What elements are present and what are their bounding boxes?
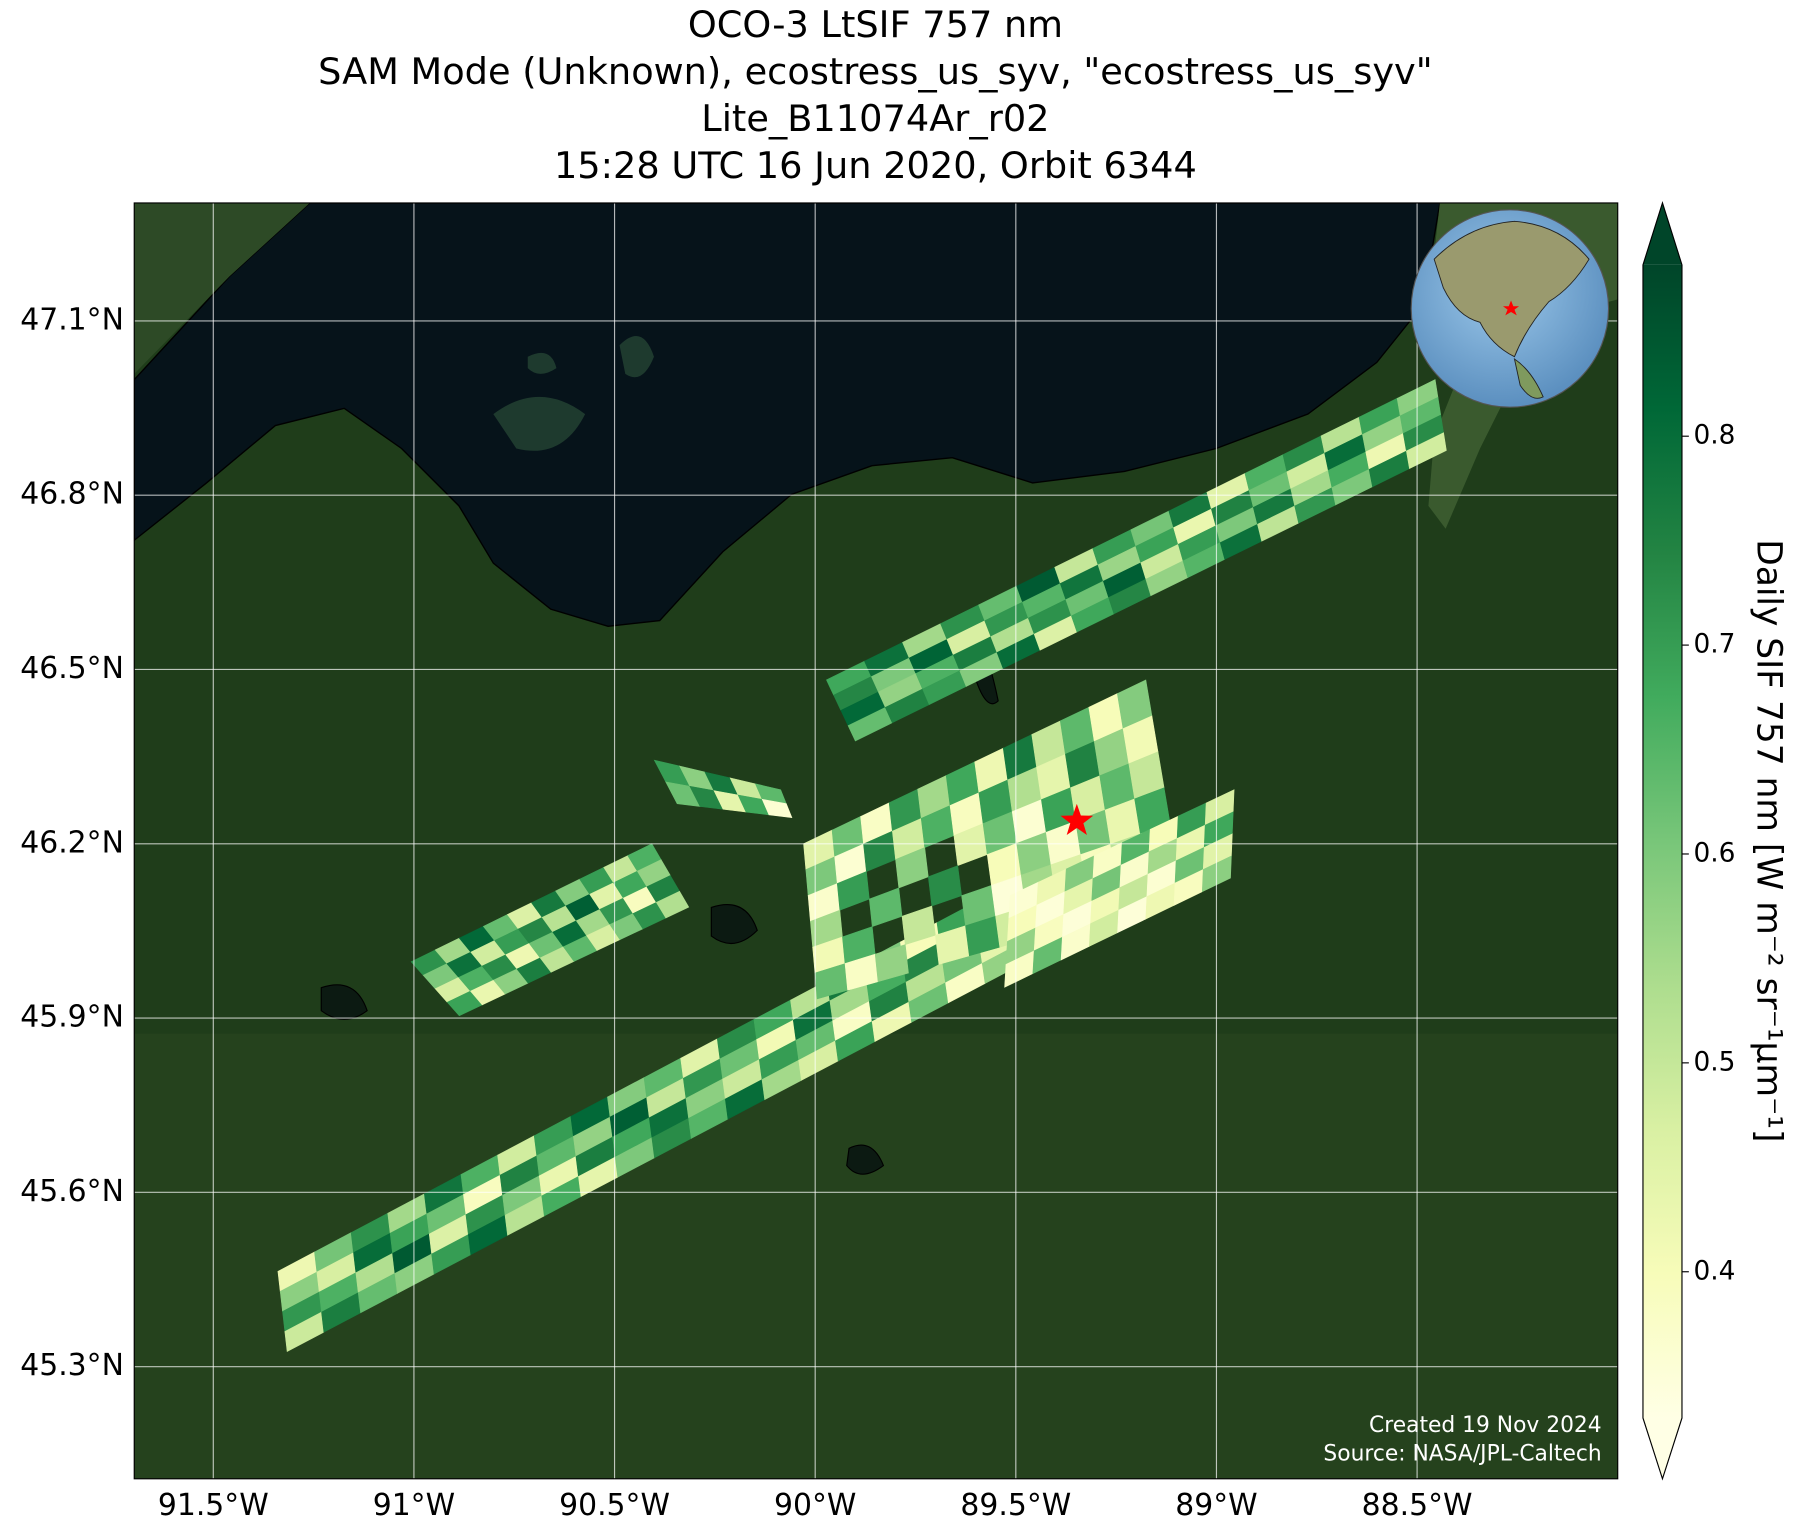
sif-cell [761, 798, 793, 818]
site-marker [1060, 803, 1094, 836]
x-tick-label: 90°W [774, 1488, 856, 1523]
credit: Created 19 Nov 2024 [1369, 1413, 1602, 1438]
y-tick-label: 46.8°N [20, 477, 124, 512]
y-tick-label: 45.6°N [20, 1174, 124, 1209]
colorbar-frame [1642, 201, 1683, 1481]
globe-star [1502, 300, 1520, 316]
colorbar-tick-label: 0.8 [1693, 421, 1735, 451]
colorbar-tick-label: 0.6 [1693, 838, 1735, 868]
globe-land [1433, 220, 1590, 358]
credit: Source: NASA/JPL-Caltech [1323, 1442, 1601, 1467]
sif-cell [874, 944, 909, 983]
colorbar: 0.4 0.5 0.6 0.7 0.8 [1642, 201, 1735, 1481]
sif-cell [655, 890, 690, 919]
colorbar-tick-label: 0.7 [1693, 630, 1735, 660]
map-frame [133, 202, 1619, 1480]
colorbar-tick-label: 0.5 [1693, 1047, 1735, 1077]
chart-title: SAM Mode (Unknown), ecostress_us_syv, "e… [318, 50, 1433, 93]
chart-title: 15:28 UTC 16 Jun 2020, Orbit 6344 [554, 144, 1197, 187]
y-tick-label: 46.2°N [20, 825, 124, 860]
chart-title: OCO-3 LtSIF 757 nm [688, 3, 1063, 46]
lake-superior [134, 202, 1441, 628]
north-shore [134, 202, 310, 374]
sif-cell [1406, 432, 1447, 470]
inland-lakes [320, 624, 999, 1175]
colorbar-extend [1642, 1417, 1682, 1479]
colorbar-tick-label: 0.4 [1693, 1256, 1735, 1286]
globe-land [1513, 357, 1544, 399]
y-tick-label: 45.9°N [20, 1000, 124, 1035]
x-tick-label: 91°W [373, 1488, 455, 1523]
graticule [134, 202, 1618, 1479]
locator-globe [1410, 209, 1610, 408]
y-tick-label: 46.5°N [20, 651, 124, 686]
x-tick-label: 88.5°W [1362, 1488, 1473, 1523]
x-tick-label: 89°W [1175, 1488, 1257, 1523]
y-tick-label: 47.1°N [20, 302, 124, 337]
colorbar-extend [1642, 202, 1682, 265]
x-tick-label: 91.5°W [158, 1488, 269, 1523]
islands [493, 336, 654, 451]
basemap [134, 202, 1618, 1479]
y-tick-label: 45.3°N [20, 1348, 124, 1383]
colorbar-scale [1642, 264, 1682, 1418]
chart-title: Lite_B11074Ar_r02 [701, 97, 1049, 140]
colorbar-label: Daily SIF 757 nm [W m⁻² sr⁻¹μm⁻¹] [1748, 539, 1788, 1142]
x-tick-label: 90.5°W [559, 1488, 670, 1523]
x-tick-label: 89.5°W [960, 1488, 1071, 1523]
